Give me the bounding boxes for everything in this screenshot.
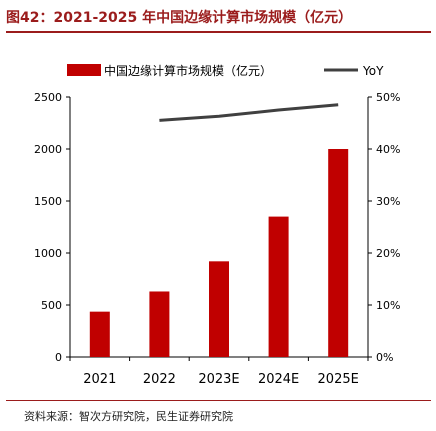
y-right-tick-label: 20% <box>376 247 400 260</box>
y-left-tick-label: 2000 <box>34 143 62 156</box>
source-divider <box>6 400 431 401</box>
x-tick-label: 2023E <box>198 372 239 387</box>
bar-2024E <box>268 216 289 357</box>
y-left-tick-label: 0 <box>55 351 62 364</box>
y-right-tick-label: 30% <box>376 195 400 208</box>
bar-2022 <box>149 291 170 357</box>
legend-swatch-bar <box>67 64 101 76</box>
x-tick-label: 2025E <box>318 372 359 387</box>
y-left-tick-label: 1500 <box>34 195 62 208</box>
bar-2023E <box>209 261 229 357</box>
chart-title: 图42：2021-2025 年中国边缘计算市场规模（亿元） <box>6 10 353 26</box>
y-left-tick-label: 1000 <box>34 247 62 260</box>
yoy-line <box>159 103 339 122</box>
chart: 0 500 1000 1500 2000 2500 0% 10% 20% 30% 40% 50% 202… <box>34 63 400 387</box>
y-right-tick-label: 0% <box>376 351 393 364</box>
x-tick-label: 2022 <box>143 372 176 387</box>
bar-2025E <box>328 149 349 357</box>
y-right-tick-label: 40% <box>376 143 400 156</box>
legend-label-bar: 中国边缘计算市场规模（亿元） <box>104 63 272 78</box>
x-tick-label: 2021 <box>83 372 116 387</box>
title-divider <box>6 31 431 33</box>
y-right-tick-label: 10% <box>376 299 400 312</box>
y-left-tick-label: 500 <box>41 299 62 312</box>
bar-2021 <box>89 311 110 357</box>
legend-label-line: YoY <box>362 64 384 78</box>
y-right-tick-label: 50% <box>376 91 400 104</box>
y-left-tick-label: 2500 <box>34 91 62 104</box>
x-tick-label: 2024E <box>258 372 299 387</box>
source-note: 资料来源：智次方研究院，民生证券研究院 <box>24 410 233 423</box>
